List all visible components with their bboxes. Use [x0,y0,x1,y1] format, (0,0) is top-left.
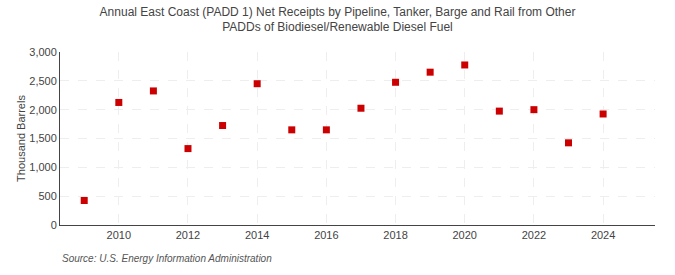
svg-text:Thousand Barrels: Thousand Barrels [15,95,27,182]
svg-text:1,500: 1,500 [29,132,57,144]
svg-text:3,000: 3,000 [29,46,57,58]
svg-text:2014: 2014 [245,229,269,241]
svg-text:2,500: 2,500 [29,75,57,87]
svg-text:0: 0 [51,219,57,231]
svg-text:Annual East Coast (PADD 1) Net: Annual East Coast (PADD 1) Net Receipts … [100,5,576,35]
svg-text:2018: 2018 [383,229,407,241]
svg-text:1,000: 1,000 [29,161,57,173]
svg-text:500: 500 [38,190,56,202]
svg-text:Source: U.S. Energy Informatio: Source: U.S. Energy Information Administ… [62,253,272,264]
svg-text:2016: 2016 [314,229,338,241]
svg-text:2022: 2022 [522,229,546,241]
svg-text:2010: 2010 [107,229,131,241]
svg-text:2,000: 2,000 [29,104,57,116]
svg-text:2024: 2024 [591,229,615,241]
svg-text:2012: 2012 [176,229,200,241]
svg-text:2020: 2020 [452,229,476,241]
